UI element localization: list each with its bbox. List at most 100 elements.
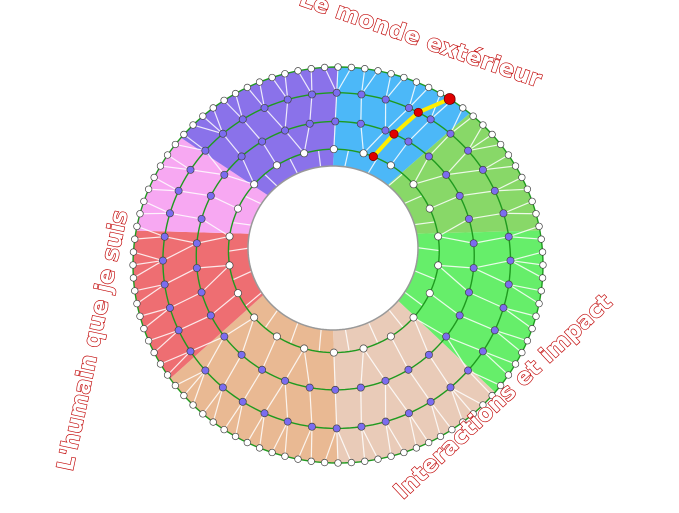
blue-point xyxy=(442,170,451,179)
mesh-line xyxy=(241,317,255,356)
white-point xyxy=(374,67,382,75)
blue-point xyxy=(455,311,464,320)
blue-point xyxy=(201,146,210,155)
mesh-line xyxy=(360,426,366,462)
white-point xyxy=(459,104,467,112)
blue-point xyxy=(308,90,316,99)
white-point xyxy=(133,299,141,308)
sector xyxy=(387,113,540,234)
mesh-line xyxy=(385,421,392,457)
mesh-lines xyxy=(132,66,544,464)
mesh-line xyxy=(360,387,363,427)
mesh-line xyxy=(183,370,206,396)
white-point xyxy=(320,63,329,72)
mesh-line xyxy=(363,348,386,382)
white-point xyxy=(479,121,487,129)
blue-point xyxy=(506,256,515,265)
mesh-line xyxy=(169,291,202,309)
blue-point xyxy=(404,409,413,418)
mesh-line xyxy=(344,150,350,167)
white-point xyxy=(300,344,309,353)
mesh-line xyxy=(289,322,299,344)
mesh-line xyxy=(136,225,165,238)
white-point xyxy=(272,332,281,341)
white-point xyxy=(386,161,395,170)
mesh-line xyxy=(284,421,289,457)
blue-point xyxy=(165,209,174,218)
mesh-line xyxy=(408,81,418,109)
white-point xyxy=(436,89,445,98)
blue-point xyxy=(426,397,435,406)
mesh-line xyxy=(244,292,263,307)
mesh-line xyxy=(136,283,166,305)
mesh-line xyxy=(503,307,533,330)
white-point xyxy=(374,455,382,463)
mesh-line xyxy=(408,412,430,443)
blue-point xyxy=(356,383,365,392)
white-point xyxy=(231,432,240,441)
mesh-line xyxy=(222,354,243,388)
blue-point xyxy=(446,129,455,138)
mesh-line xyxy=(468,291,504,309)
blue-point xyxy=(478,347,487,356)
mesh-line xyxy=(212,107,224,134)
blue-point xyxy=(308,422,316,431)
white-point xyxy=(496,381,505,390)
blue-point xyxy=(381,376,390,385)
blue-point xyxy=(186,347,195,356)
blue-point xyxy=(504,232,513,241)
mesh-line xyxy=(258,413,266,449)
mesh-line xyxy=(242,118,263,142)
blue-point xyxy=(238,115,247,124)
white-point xyxy=(136,210,144,218)
mesh-line xyxy=(264,107,286,131)
white-point xyxy=(268,448,276,457)
blue-point xyxy=(206,311,215,320)
mesh-line xyxy=(143,307,171,330)
mesh-line xyxy=(385,107,410,131)
white-point xyxy=(294,67,302,75)
mesh-line xyxy=(408,413,418,449)
white-point xyxy=(150,173,158,182)
mesh-line xyxy=(201,218,230,237)
blue-point xyxy=(281,376,289,385)
mesh-line xyxy=(468,212,504,220)
mesh-line xyxy=(450,115,474,135)
white-point xyxy=(144,185,153,193)
mesh-line xyxy=(134,283,165,292)
mesh-line xyxy=(284,99,289,131)
blue-point xyxy=(490,326,499,335)
mesh-line xyxy=(232,221,252,226)
mesh-line xyxy=(360,348,365,388)
white-point xyxy=(425,438,433,447)
mesh-line xyxy=(510,260,543,279)
white-point xyxy=(133,222,141,231)
blue-point xyxy=(174,186,183,195)
mesh-line xyxy=(324,428,338,463)
mesh-line xyxy=(160,165,191,171)
mesh-line xyxy=(336,66,339,93)
white-point xyxy=(243,438,251,447)
mesh-line xyxy=(139,307,171,317)
mesh-line xyxy=(212,387,224,423)
white-point xyxy=(255,444,264,452)
white-point xyxy=(199,112,207,120)
mesh-line xyxy=(289,158,298,174)
mesh-line xyxy=(385,421,405,453)
sector xyxy=(180,67,338,196)
white-point xyxy=(140,324,148,333)
blue-point xyxy=(332,88,341,97)
white-point xyxy=(250,180,259,189)
mesh-line xyxy=(508,225,540,238)
mesh-line xyxy=(333,121,336,150)
blue-point xyxy=(469,239,478,248)
mesh-line xyxy=(204,150,225,176)
mesh-line xyxy=(407,369,432,403)
white-point xyxy=(334,459,342,467)
mesh-line xyxy=(175,369,206,387)
white-point xyxy=(409,180,418,189)
blue-point xyxy=(332,424,341,433)
mesh-line xyxy=(284,380,289,422)
mesh-line xyxy=(385,73,392,100)
mesh-line xyxy=(390,336,409,371)
